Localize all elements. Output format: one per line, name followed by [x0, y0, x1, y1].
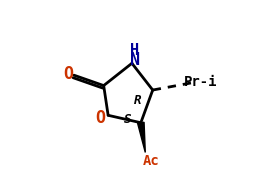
- Text: Pr-i: Pr-i: [184, 75, 218, 89]
- Text: N: N: [130, 51, 140, 69]
- Text: S: S: [124, 113, 131, 125]
- Text: H: H: [130, 43, 139, 58]
- Polygon shape: [138, 122, 145, 152]
- Text: O: O: [95, 109, 105, 127]
- Text: Ac: Ac: [143, 154, 160, 168]
- Text: O: O: [63, 65, 73, 83]
- Text: R: R: [134, 94, 141, 107]
